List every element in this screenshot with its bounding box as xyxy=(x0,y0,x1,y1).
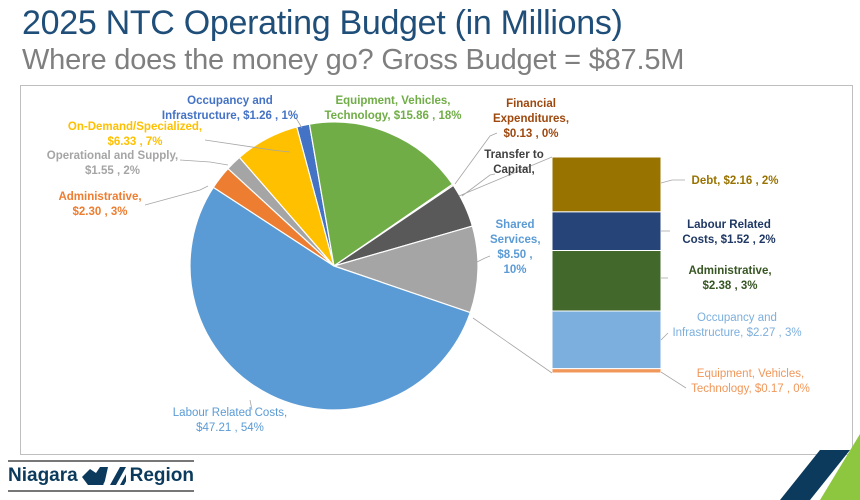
bar-segment-debt xyxy=(551,156,662,213)
pie-slice-on-demand-specialized xyxy=(238,126,335,267)
pie-label-labour: Labour Related Costs, $47.21 , 54% xyxy=(172,407,288,434)
corner-stripes-decoration xyxy=(780,434,860,500)
pie-label-equipment: Equipment, Vehicles, Technology, $15.86 … xyxy=(324,95,462,122)
pie-label-shared-services: Shared Services, $8.50 , 10% xyxy=(490,219,541,276)
bar-label-administrative: Administrative, $2.38 , 3% xyxy=(688,265,772,292)
bar-label-equipment: Equipment, Vehicles, Technology, $0.17 ,… xyxy=(691,368,810,395)
bar-label-debt: Debt, $2.16 , 2% xyxy=(691,175,779,187)
bar-label-labour: Labour Related Costs, $1.52 , 2% xyxy=(682,219,776,246)
niagara-region-logo: Niagara Region xyxy=(8,460,194,492)
bar-segment-labour-related-costs xyxy=(551,211,662,252)
logo-text-right: Region xyxy=(129,465,194,486)
pie-label-administrative: Administrative, $2.30 , 3% xyxy=(58,191,142,218)
logo-mark-icon xyxy=(81,466,126,486)
pie-label-operational: Operational and Supply, $1.55 , 2% xyxy=(46,150,179,177)
bar-segment-equipment-vehicles-technology xyxy=(551,368,662,374)
pie-label-on-demand: On-Demand/Specialized, $6.33 , 7% xyxy=(67,121,203,148)
pie-slice-labour-related-costs xyxy=(189,186,472,411)
pie-slice-equipment-vehicles-technology xyxy=(308,121,454,268)
bar-segment-occupancy-and-infrastructure xyxy=(551,310,662,370)
bar-segment-administrative xyxy=(551,250,662,312)
pie-label-transfer-to-capital: Transfer to Capital, xyxy=(484,149,544,176)
pie-label-occupancy: Occupancy and Infrastructure, $1.26 , 1% xyxy=(161,95,299,122)
pie-label-financial: Financial Expenditures, $0.13 , 0% xyxy=(492,98,570,140)
logo-text-left: Niagara xyxy=(8,465,78,486)
bar-label-occupancy: Occupancy and Infrastructure, $2.27 , 3% xyxy=(672,312,802,339)
page-subtitle: Where does the money go? Gross Budget = … xyxy=(22,44,685,76)
pie-slice-shared-services xyxy=(332,225,479,314)
chart-frame xyxy=(20,85,853,455)
page-title: 2025 NTC Operating Budget (in Millions) xyxy=(22,4,623,42)
